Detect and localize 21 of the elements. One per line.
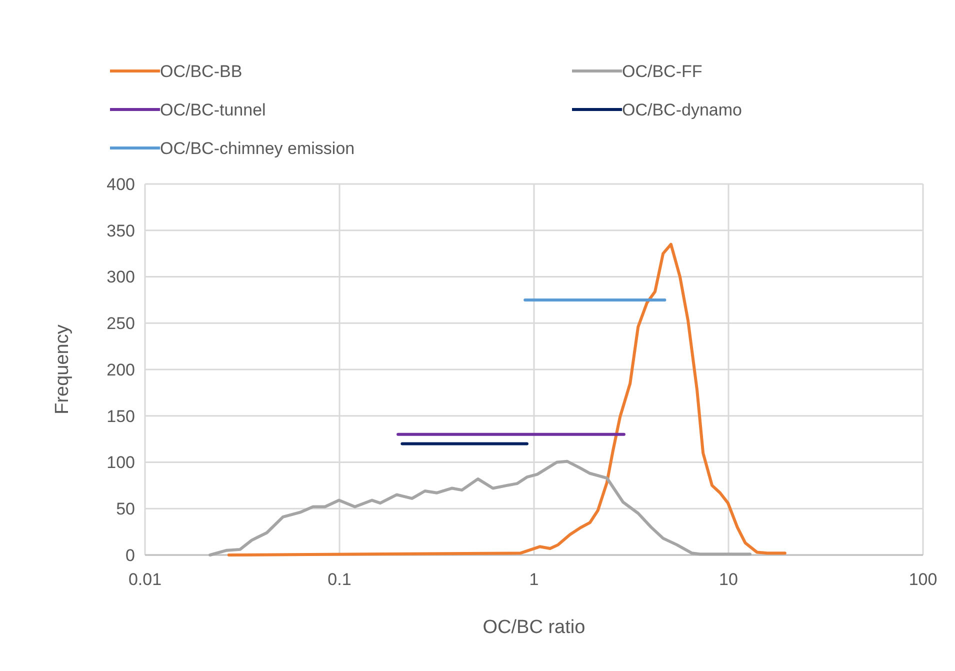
- y-tick-label: 100: [106, 453, 135, 472]
- x-tick-label: 10: [719, 570, 738, 589]
- y-tick-label: 50: [116, 500, 135, 519]
- y-tick-label: 200: [106, 360, 135, 380]
- x-tick-label: 0.01: [128, 570, 162, 589]
- legend-label: OC/BC-BB: [160, 62, 242, 81]
- x-axis-title: OC/BC ratio: [482, 617, 586, 638]
- x-tick-label: 1: [529, 570, 539, 589]
- legend-label: OC/BC-tunnel: [160, 100, 266, 120]
- legend-label: OC/BC-FF: [622, 62, 702, 81]
- y-axis-title: Frequency: [52, 324, 73, 414]
- legend-label: OC/BC-chimney emission: [160, 138, 355, 158]
- x-tick-label: 100: [908, 570, 938, 589]
- y-tick-label: 0: [126, 546, 135, 565]
- y-tick-label: 150: [106, 406, 135, 426]
- y-tick-label: 250: [106, 314, 135, 334]
- y-tick-label: 400: [106, 174, 135, 194]
- y-tick-label: 350: [106, 221, 135, 240]
- y-tick-label: 300: [106, 268, 135, 287]
- legend-label: OC/BC-dynamo: [622, 100, 742, 120]
- x-tick-label: 0.1: [328, 570, 352, 589]
